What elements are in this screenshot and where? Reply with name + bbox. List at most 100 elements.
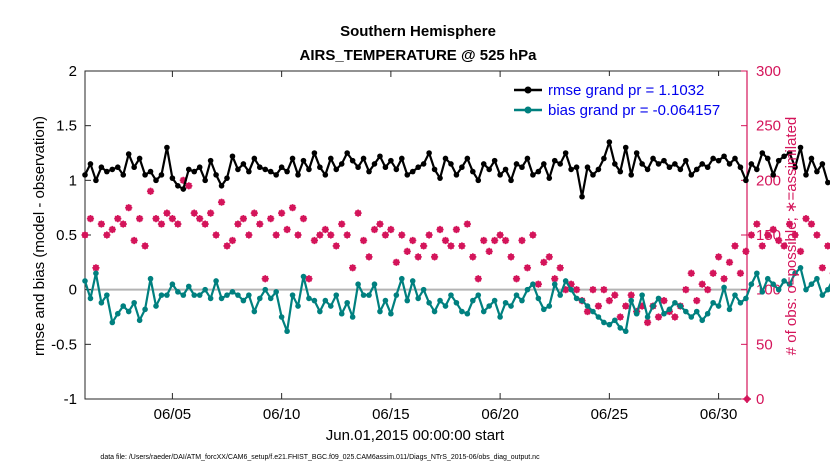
obs-assimilated-marker [201, 220, 209, 228]
obs-possible-marker [300, 215, 307, 222]
obs-possible-marker [393, 259, 400, 266]
rmse-point [273, 172, 279, 178]
bias-point [366, 292, 372, 298]
obs-assimilated-marker [283, 225, 291, 234]
bias-point [748, 281, 755, 288]
obs-possible-marker [458, 242, 466, 250]
obs-assimilated-marker [299, 215, 308, 223]
bias-point [175, 289, 181, 295]
obs-possible-marker [278, 209, 285, 217]
obs-assimilated-marker [512, 275, 521, 283]
obs-possible-marker [573, 286, 580, 293]
obs-possible-marker [731, 242, 739, 250]
rmse-point [797, 144, 804, 151]
obs-possible-marker [791, 231, 799, 239]
obs-assimilated-marker [474, 275, 482, 283]
obs-possible-marker [628, 291, 635, 299]
rmse-point [513, 161, 520, 167]
obs-assimilated-marker [769, 225, 777, 234]
bias-point [726, 306, 733, 313]
rmse-point [672, 161, 678, 167]
rmse-point [147, 168, 154, 175]
obs-assimilated-marker [228, 236, 237, 245]
obs-assimilated-marker [731, 242, 739, 250]
bias-point [442, 303, 449, 309]
rmse-point [382, 164, 389, 171]
obs-possible-marker [644, 319, 651, 326]
bias-point [267, 295, 274, 302]
rmse-point [792, 164, 798, 171]
y-axis-label: rmse and bias (model - observation) [31, 116, 48, 356]
obs-assimilated-marker [660, 297, 668, 305]
y2-tick-label: 0 [756, 391, 764, 408]
rmse-point [366, 168, 372, 175]
bias-point [398, 275, 405, 282]
obs-possible-marker [606, 297, 613, 304]
bias-point [737, 299, 744, 306]
obs-assimilated-marker [343, 231, 351, 239]
obs-assimilated-marker [163, 209, 171, 217]
obs-assimilated-marker [392, 258, 400, 266]
obs-assimilated-marker [409, 236, 417, 245]
obs-possible-marker [442, 237, 449, 244]
rmse-point [584, 164, 591, 171]
rmse-point [136, 155, 143, 162]
obs-assimilated-marker [720, 275, 728, 283]
obs-assimilated-marker [294, 231, 302, 239]
rmse-point [267, 168, 274, 175]
obs-assimilated-marker [480, 236, 488, 245]
bias-point [278, 314, 285, 320]
bias-point [535, 295, 542, 302]
obs-assimilated-marker [136, 215, 144, 223]
obs-possible-marker [212, 231, 220, 239]
obs-possible-marker [245, 231, 253, 239]
bias-point [306, 295, 312, 302]
obs-assimilated-marker [709, 269, 717, 277]
bias-point [338, 310, 345, 317]
rmse-point [437, 175, 443, 181]
obs-assimilated-marker [86, 215, 95, 223]
rmse-point [388, 157, 394, 164]
y2-tick-label: 200 [756, 172, 781, 189]
bias-point [426, 299, 432, 306]
obs-possible-marker [748, 231, 755, 239]
obs-assimilated-marker [523, 264, 532, 272]
obs-possible-marker [404, 248, 411, 255]
rmse-point [819, 161, 826, 167]
obs-possible-marker [81, 231, 89, 239]
bias-point [371, 281, 378, 288]
obs-assimilated-marker [278, 209, 286, 217]
obs-assimilated-marker [125, 204, 133, 212]
rmse-point [246, 168, 252, 175]
obs-assimilated-marker [518, 236, 526, 245]
obs-possible-marker [797, 248, 804, 255]
obs-assimilated-marker [764, 231, 772, 239]
bias-point [322, 297, 329, 304]
bias-point [158, 292, 165, 298]
rmse-point [131, 164, 137, 171]
obs-possible-marker [425, 231, 433, 239]
obs-assimilated-marker [119, 220, 127, 228]
rmse-point [633, 150, 640, 156]
obs-possible-marker [589, 286, 597, 293]
bias-point [202, 286, 208, 293]
rmse-point [726, 161, 733, 167]
chart-title: Southern Hemisphere [340, 23, 496, 40]
bias-point [628, 297, 635, 304]
obs-assimilated-marker [376, 220, 384, 228]
rmse-point [114, 164, 121, 171]
rmse-point [759, 150, 766, 156]
rmse-point [743, 177, 749, 184]
obs-possible-marker [191, 209, 198, 217]
obs-assimilated-marker [441, 236, 450, 245]
rmse-point [125, 151, 132, 157]
obs-possible-marker [327, 231, 334, 239]
bias-point [754, 270, 760, 277]
bias-point [125, 308, 132, 315]
bias-point [491, 297, 498, 304]
rmse-point [464, 155, 471, 162]
bias-point [797, 265, 804, 271]
rmse-point [699, 161, 706, 167]
obs-assimilated-marker [332, 242, 340, 250]
obs-possible-marker [382, 231, 389, 239]
